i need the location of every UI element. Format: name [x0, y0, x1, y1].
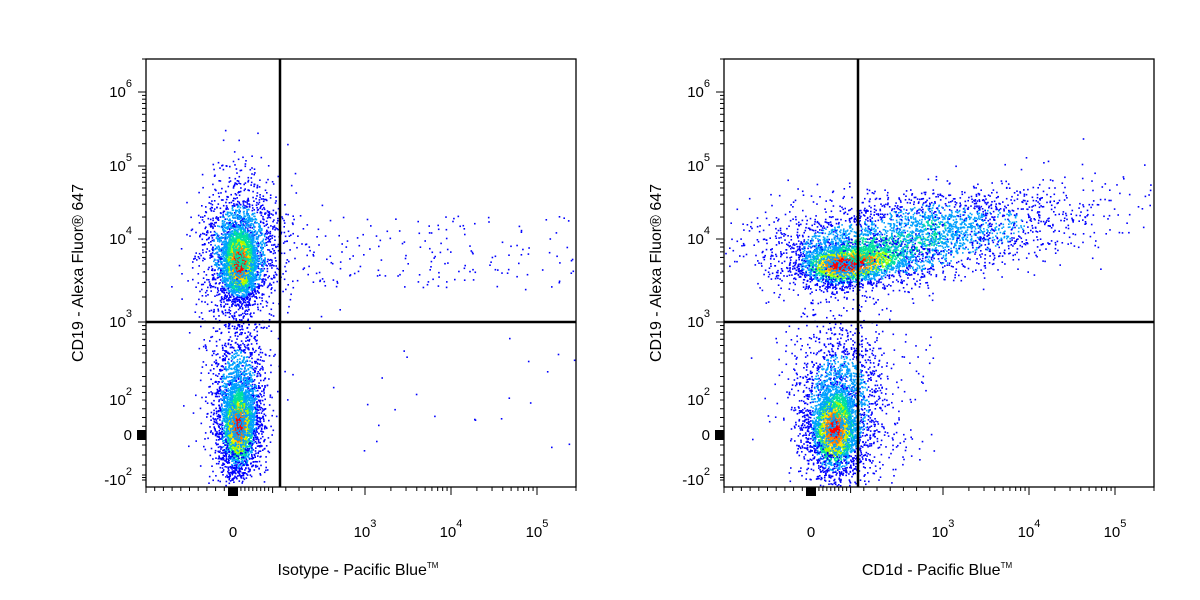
y-axis-label: CD19 - Alexa Fluor® 647 [648, 184, 665, 362]
x-tick-label: 104 [440, 518, 463, 541]
plot-frame [146, 59, 576, 487]
y-tick-labels: -102 0 102 103 104 105 106 [682, 78, 710, 489]
y-tick-label: 104 [687, 225, 710, 248]
x-tick-label: 105 [1104, 518, 1127, 541]
y-tick-label: 103 [687, 308, 710, 331]
x-tick-label: 105 [526, 518, 549, 541]
y-tick-label: 104 [109, 225, 132, 248]
event-dots [171, 130, 575, 487]
y-tick-label: 102 [109, 386, 132, 409]
y-tick-label: 106 [109, 78, 132, 101]
y-tick-label: 106 [687, 78, 710, 101]
y-tick-label: -102 [104, 466, 132, 489]
plot-panel-cd1d: -102 0 102 103 104 105 106 0 103 104 105 CD19 - A… [648, 59, 1154, 579]
y-tick-label: 102 [687, 386, 710, 409]
x-tick-label: 0 [807, 524, 815, 541]
y-axis-label: CD19 - Alexa Fluor® 647 [70, 184, 87, 362]
trademark-mark: TM [427, 561, 439, 570]
y-tick-label: -102 [682, 466, 710, 489]
plot-frame [724, 59, 1154, 487]
y-tick-label: 105 [687, 152, 710, 175]
y-tick-labels: -102 0 102 103 104 105 106 [104, 78, 132, 489]
x-tick-label: 104 [1018, 518, 1041, 541]
x-axis-label: CD1d - Pacific BlueTM [862, 561, 1013, 579]
x-tick-labels: 0 103 104 105 [229, 518, 549, 541]
x-tick-labels: 0 103 104 105 [807, 518, 1127, 541]
x-axis-label: Isotype - Pacific BlueTM [278, 561, 439, 579]
y-tick-label: 0 [124, 427, 132, 444]
trademark-mark: TM [1001, 561, 1013, 570]
y-tick-label: 105 [109, 152, 132, 175]
y-tick-label: 0 [702, 427, 710, 444]
event-dots [725, 138, 1151, 487]
x-tick-label: 0 [229, 524, 237, 541]
axis-ticks [715, 59, 1154, 496]
plot-panel-isotype: -102 0 102 103 104 105 106 0 103 104 105 CD19 - A… [70, 59, 576, 579]
x-tick-label: 103 [932, 518, 955, 541]
y-tick-label: 103 [109, 308, 132, 331]
x-tick-label: 103 [354, 518, 377, 541]
